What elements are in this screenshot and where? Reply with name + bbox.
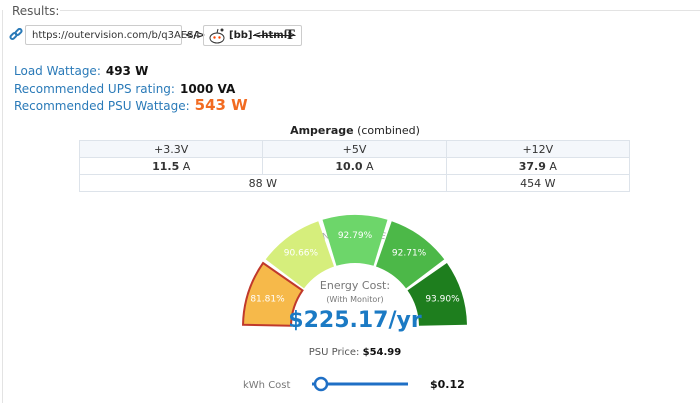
efficiency-label: 92.71%	[392, 249, 427, 259]
amperage-table: +3.3V +5V +12V 11.5 A 10.0 A 37.9 A 88 W…	[78, 140, 631, 192]
energy-note: (With Monitor)	[326, 295, 383, 304]
kwh-value: $0.12	[430, 378, 465, 391]
efficiency-segment	[322, 215, 388, 266]
summary-value: 493 W	[105, 64, 149, 78]
panel-border	[60, 10, 700, 11]
efficiency-label: 92.79%	[338, 231, 373, 241]
summary-row: Recommended UPS rating: 1000 VA	[14, 78, 235, 97]
amp-cell: 37.9 A	[445, 157, 631, 175]
bbcode-button[interactable]: [bb]	[229, 30, 253, 41]
efficiency-label: 90.66%	[284, 249, 319, 259]
reddit-icon[interactable]	[207, 27, 227, 45]
panel-border	[2, 10, 3, 403]
efficiency-segment	[265, 221, 335, 289]
amperage-title-bold: Amperage	[290, 124, 354, 137]
price-row: PSU Price: $54.99	[309, 347, 401, 358]
amp-unit: A	[182, 159, 191, 173]
summary-value: 543 W	[194, 96, 248, 114]
energy-label: Energy Cost:	[320, 279, 390, 292]
summary-label: Load Wattage:	[14, 64, 101, 78]
efficiency-label: 81.81%	[250, 295, 285, 305]
summary-label: Recommended PSU Wattage:	[14, 99, 190, 113]
amp-value: 37.9	[518, 159, 546, 173]
link-icon[interactable]	[9, 28, 23, 42]
efficiency-segment	[407, 262, 467, 326]
kwh-slider-thumb[interactable]	[313, 376, 329, 392]
watt-cell: 88 W	[79, 174, 447, 192]
header-cell: +3.3V	[78, 140, 264, 158]
efficiency-segment	[375, 221, 445, 289]
energy-cost: $225.17/yr	[288, 308, 422, 333]
html-button[interactable]: <html>	[253, 30, 296, 41]
amp-unit: A	[549, 159, 557, 173]
amp-value: 11.5	[152, 159, 180, 173]
results-label: Results:	[12, 4, 60, 18]
price-value: $54.99	[363, 347, 402, 358]
price-label: PSU Price:	[309, 347, 360, 358]
embed-button[interactable]: </>	[185, 30, 206, 41]
kwh-label: kWh Cost	[243, 380, 291, 391]
efficiency-segment	[242, 261, 304, 327]
amperage-subtitle: (combined)	[357, 124, 420, 137]
efficiency-label: 93.90%	[425, 295, 460, 305]
amp-value: 10.0	[335, 159, 363, 173]
summary-label: Recommended UPS rating:	[14, 82, 175, 96]
summary-value: 1000 VA	[179, 82, 236, 96]
share-buttons: </>	[185, 25, 206, 46]
button-group: [bb] <html> T	[203, 25, 302, 46]
amp-unit: A	[366, 159, 374, 173]
text-button[interactable]: T	[285, 28, 295, 43]
header-cell: +5V	[262, 140, 447, 158]
share-url[interactable]: https://outervision.com/b/q3AES4	[25, 25, 200, 45]
watt-cell: 454 W	[445, 174, 631, 192]
amperage-title: Amperage (combined)	[0, 124, 700, 137]
summary-row: Load Wattage: 493 W	[14, 60, 148, 79]
summary-row: Recommended PSU Wattage: 543 W	[14, 95, 248, 114]
